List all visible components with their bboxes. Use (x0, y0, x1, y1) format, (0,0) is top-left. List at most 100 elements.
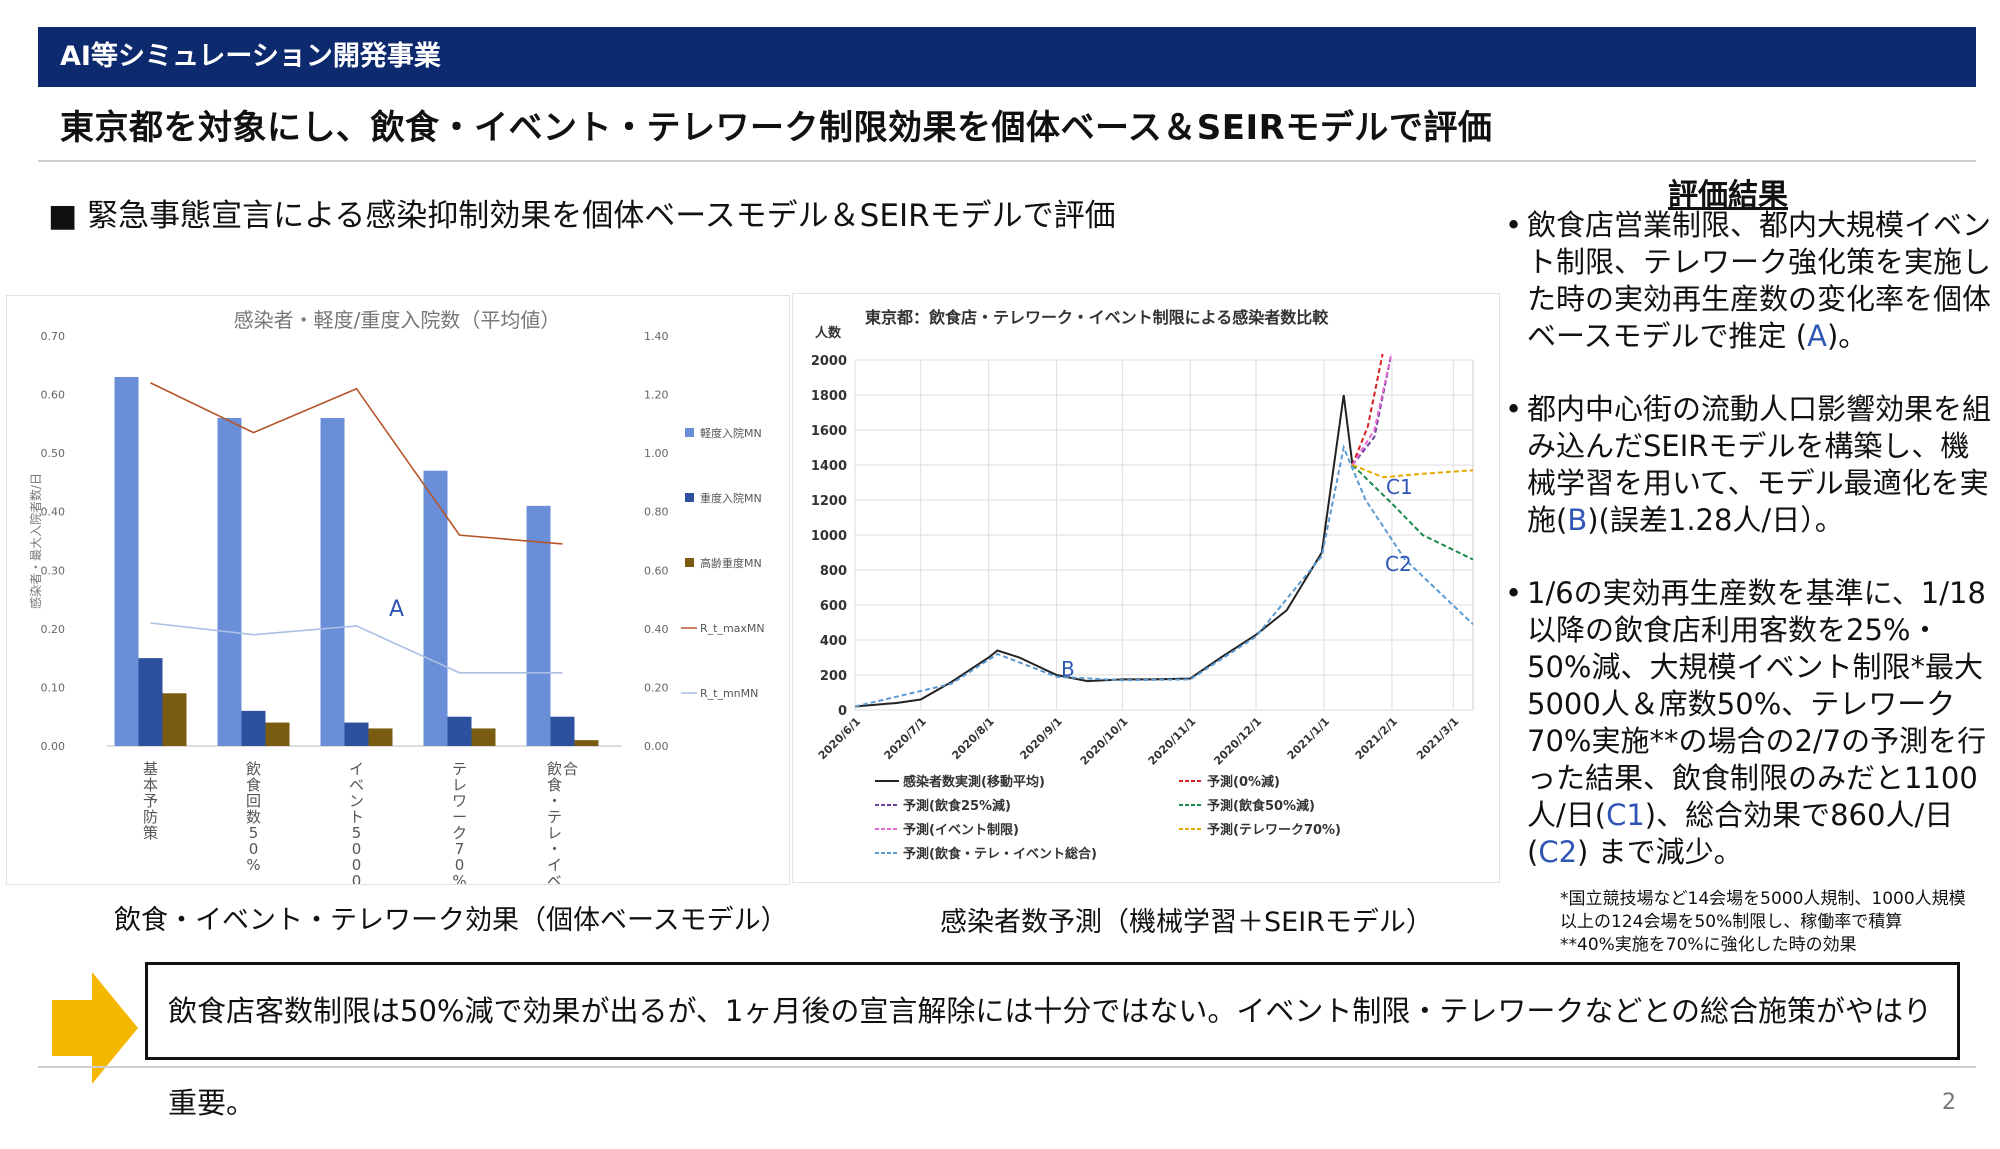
chart1-bar (114, 377, 139, 746)
chart1-y2tick: 1.00 (644, 447, 669, 460)
chart1-bar (368, 728, 393, 746)
right-chart-caption: 感染者数予測（機械学習＋SEIRモデル） (940, 907, 1433, 938)
chart1-y2tick: 1.40 (644, 330, 669, 343)
chart2-series-line (1352, 464, 1473, 479)
footnotes: *国立競技場など14会場を5000人規制、1000人規模以上の124会場を50%… (1560, 888, 1980, 957)
chart2-ytick: 600 (820, 599, 847, 614)
chart2-xtick: 2020/7/1 (882, 715, 929, 762)
chart1-bar (217, 418, 242, 746)
chart2-xtick: 2021/1/1 (1285, 715, 1332, 762)
chart1-legend-swatch (685, 493, 694, 502)
chart2-series-line (1351, 354, 1393, 466)
chart2-series-line (1351, 354, 1393, 466)
title-divider (38, 160, 1976, 162)
chart1-category-label: テレワーク 7 0% (452, 760, 467, 884)
chart1-y2tick: 0.80 (644, 506, 669, 519)
chart1-y2tick: 0.60 (644, 564, 669, 577)
chart1-bar (344, 722, 369, 746)
chart1-bar (574, 740, 599, 746)
bullet-heading: ■ 緊急事態宣言による感染抑制効果を個体ベースモデル＆SEIRモデルで評価 (48, 190, 1116, 235)
seir-line-chart: 東京都：飲食店・テレワーク・イベント制限による感染者数比較人数200018001… (811, 308, 1474, 862)
chart2-xtick: 2020/9/1 (1017, 715, 1064, 762)
chart2-ytick: 0 (838, 704, 847, 719)
chart2-ylabel: 人数 (815, 325, 842, 341)
chart1-bar (471, 728, 496, 746)
chart2-legend-label: 予測(飲食50%減) (1207, 798, 1315, 814)
chart1-title: 感染者・軽度/重度入院数（平均値） (234, 308, 561, 332)
chart2-ytick: 200 (820, 669, 847, 684)
chart2-series-line (1351, 354, 1384, 466)
chart1-ytick: 0.30 (41, 564, 66, 577)
chart1-legend-swatch (685, 558, 694, 567)
chart1-legend-label: 重度入院MN (700, 491, 762, 505)
chart2-xtick: 2021/3/1 (1414, 715, 1461, 762)
chart2-annotation-c2: C2 (1385, 552, 1412, 576)
chart1-ytick: 0.50 (41, 447, 66, 460)
chart1-bar (241, 710, 266, 746)
chart1-legend-label: R_t_mnMN (700, 687, 758, 700)
chart1-category-label: イベント5000人 (349, 760, 364, 884)
chart1-bar (265, 722, 290, 746)
seir-chart-panel: 東京都：飲食店・テレワーク・イベント制限による感染者数比較 人数 2000 1800 1… (792, 293, 1500, 883)
chart1-line (150, 622, 563, 674)
chart1-category-label: 飲食・テレ・イベント総合 (547, 760, 578, 884)
chart2-legend-label: 感染者数実測(移動平均) (903, 774, 1045, 790)
chart2-ytick: 1600 (811, 424, 847, 439)
left-chart-caption: 飲食・イベント・テレワーク効果（個体ベースモデル） (114, 905, 788, 936)
chart1-bar (447, 716, 472, 746)
page-number: 2 (1942, 1090, 1956, 1115)
chart1-bar (138, 658, 163, 746)
abm-bar-chart: 感染者・軽度/重度入院数（平均値） 0.70 0.60 0.50 0.40 0.30 0.2… (28, 308, 765, 938)
chart1-category-label: 飲食回数 5 0% (246, 760, 261, 874)
chart2-legend-label: 予測(テレワーク70%) (1207, 822, 1341, 838)
chart1-ylabel: 感染者・最大入院者数/日 (28, 473, 43, 609)
chart2-legend-label: 予測(イベント制限) (903, 822, 1019, 838)
chart1-ytick: 0.00 (41, 740, 66, 753)
bullet-square-icon: ■ (48, 198, 78, 234)
chart2-ytick: 1200 (811, 494, 847, 509)
footer-divider (38, 1066, 1976, 1068)
chart2-ytick: 2000 (811, 354, 847, 369)
chart2-series-line (1351, 464, 1473, 561)
section-header: AI等シミュレーション開発事業 (38, 27, 1976, 87)
chart2-ytick: 1800 (811, 389, 847, 404)
chart1-ytick: 0.60 (41, 389, 66, 402)
chart1-ytick: 0.40 (41, 506, 66, 519)
chart2-ytick: 400 (820, 634, 847, 649)
chart1-bar (526, 505, 551, 746)
chart2-xtick: 2020/11/1 (1146, 715, 1199, 768)
arrow-right-icon (52, 972, 138, 1084)
chart2-ytick: 1000 (811, 529, 847, 544)
chart2-annotation-c1: C1 (1386, 475, 1413, 499)
chart1-legend-label: R_t_maxMN (700, 622, 765, 635)
page-title: 東京都を対象にし、飲食・イベント・テレワーク制限効果を個体ベース＆SEIRモデル… (60, 108, 1493, 148)
evaluation-item-b: 都内中心街の流動人口影響効果を組み込んだSEIRモデルを構築し、機械学習を用いて… (1505, 391, 1995, 539)
chart1-bar (320, 418, 345, 746)
bullet-heading-text: 緊急事態宣言による感染抑制効果を個体ベースモデル＆SEIRモデルで評価 (87, 198, 1116, 234)
chart1-legend-label: 高齢重度MN (700, 556, 762, 570)
chart1-annotation-a: A (389, 597, 404, 622)
chart1-category-label: 基本予防策 (143, 760, 158, 842)
chart1-y2tick: 0.40 (644, 623, 669, 636)
chart2-title: 東京都：飲食店・テレワーク・イベント制限による感染者数比較 (865, 308, 1329, 327)
chart2-series-line (855, 444, 1473, 708)
footnote-2: **40%実施を70%に強化した時の効果 (1560, 935, 1857, 955)
chart2-xtick: 2021/2/1 (1353, 715, 1400, 762)
chart1-y2tick: 0.20 (644, 681, 669, 694)
chart1-bar (423, 470, 448, 746)
chart1-bar (162, 693, 187, 746)
abm-chart-panel: 感染者・軽度/重度入院数（平均値） 0.70 0.60 0.50 0.40 0.30 0.2… (6, 295, 790, 938)
evaluation-item-c: 1/6の実効再生産数を基準に、1/18以降の飲食店利用客数を25%・50%減、大… (1505, 575, 1995, 871)
chart2-xtick: 2020/6/1 (816, 715, 863, 762)
chart1-legend-swatch (685, 428, 694, 437)
chart1-ytick: 0.70 (41, 330, 66, 343)
chart1-line (150, 382, 563, 545)
chart2-series-line (855, 394, 1354, 708)
chart2-annotation-b: B (1061, 657, 1075, 681)
chart1-bar (550, 716, 575, 746)
chart1-legend-label: 軽度入院MN (700, 426, 762, 440)
chart2-ytick: 1400 (811, 459, 847, 474)
chart2-xtick: 2020/8/1 (949, 715, 996, 762)
chart2-ytick: 800 (820, 564, 847, 579)
chart1-y2tick: 1.20 (644, 389, 669, 402)
